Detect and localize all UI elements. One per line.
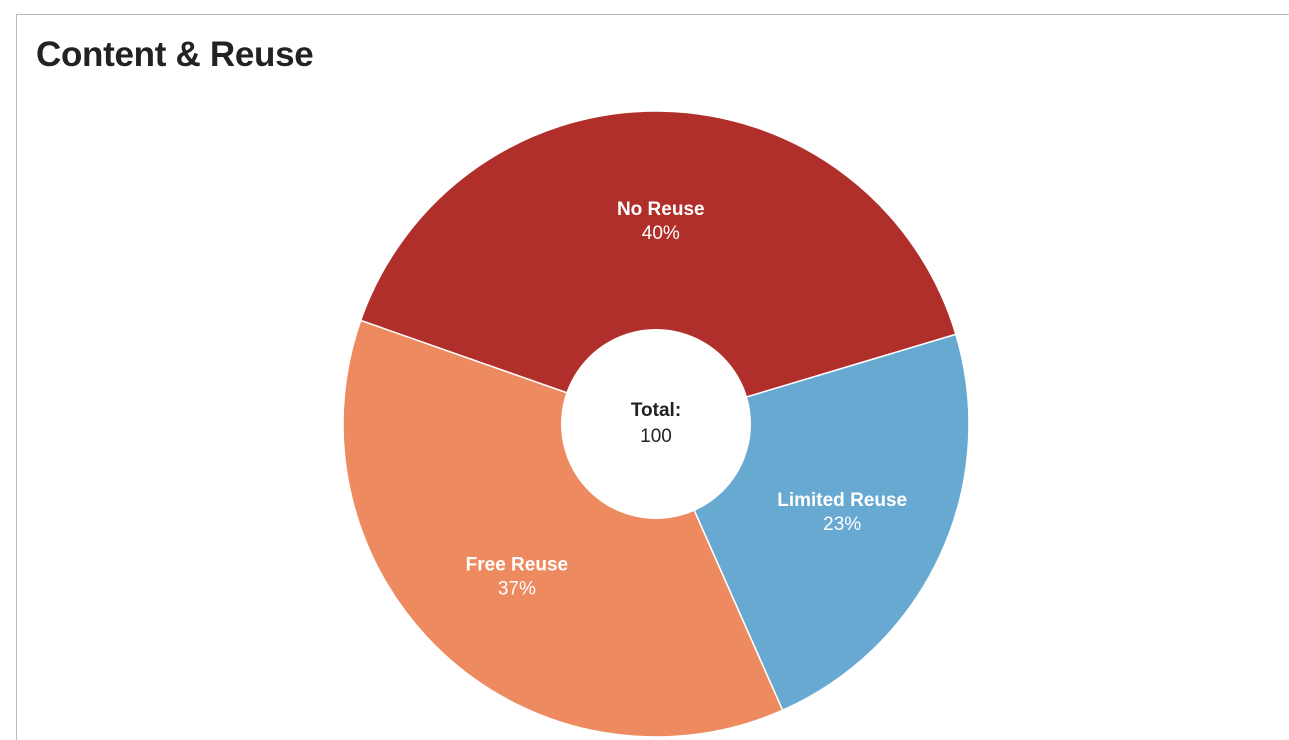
- donut-hole: [561, 329, 751, 519]
- slice-label-limited-reuse: Limited Reuse: [777, 490, 907, 511]
- slice-label-no-reuse: No Reuse: [617, 199, 705, 220]
- panel-title: Content & Reuse: [36, 35, 314, 74]
- slice-percent-free-reuse: 37%: [498, 579, 536, 600]
- center-total-label: Total:: [631, 400, 681, 421]
- slice-percent-no-reuse: 40%: [642, 223, 680, 244]
- center-total-value: 100: [640, 426, 672, 447]
- slice-labels-group: Limited Reuse 23% Free Reuse 37% No Reuse 40%: [466, 199, 907, 600]
- slice-percent-limited-reuse: 23%: [823, 514, 861, 535]
- slice-label-free-reuse: Free Reuse: [466, 555, 568, 576]
- slices-group: [342, 110, 970, 738]
- slice-free-reuse[interactable]: [342, 319, 784, 738]
- slice-no-reuse[interactable]: [359, 110, 957, 425]
